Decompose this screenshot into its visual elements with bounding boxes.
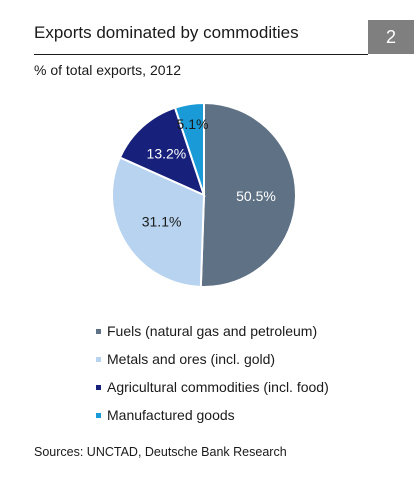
legend-label: Metals and ores (incl. gold) <box>107 351 276 367</box>
legend-swatch <box>96 356 101 362</box>
legend-label: Fuels (natural gas and petroleum) <box>107 323 318 339</box>
chart-number-badge: 2 <box>368 20 414 54</box>
slice-label: 13.2% <box>147 145 187 161</box>
pie-slice <box>173 101 205 196</box>
pie-slice <box>111 156 206 288</box>
legend-item: Agricultural commodities (incl. food) <box>96 373 329 401</box>
chart-title: Exports dominated by commodities <box>34 23 299 42</box>
legend-swatch <box>96 384 101 390</box>
slice-label: 5.1% <box>177 116 209 132</box>
legend-swatch <box>96 412 101 418</box>
chart-subtitle: % of total exports, 2012 <box>34 62 182 78</box>
legend-swatch <box>96 328 101 334</box>
pie-slice <box>118 106 206 197</box>
slice-label: 31.1% <box>142 213 182 229</box>
pie-chart: 50.5% 31.1% 13.2% 5.1% <box>111 101 297 288</box>
legend-item: Metals and ores (incl. gold) <box>96 345 329 373</box>
legend-label: Manufactured goods <box>107 407 235 423</box>
pie-slice <box>199 101 297 288</box>
title-underline <box>34 54 368 55</box>
source-note: Sources: UNCTAD, Deutsche Bank Research <box>34 445 287 459</box>
legend: Fuels (natural gas and petroleum) Metals… <box>96 317 329 429</box>
slice-label: 50.5% <box>236 188 276 204</box>
legend-label: Agricultural commodities (incl. food) <box>107 379 329 395</box>
chart-header: Exports dominated by commodities 2 <box>34 20 414 54</box>
legend-item: Manufactured goods <box>96 401 329 429</box>
legend-item: Fuels (natural gas and petroleum) <box>96 317 329 345</box>
